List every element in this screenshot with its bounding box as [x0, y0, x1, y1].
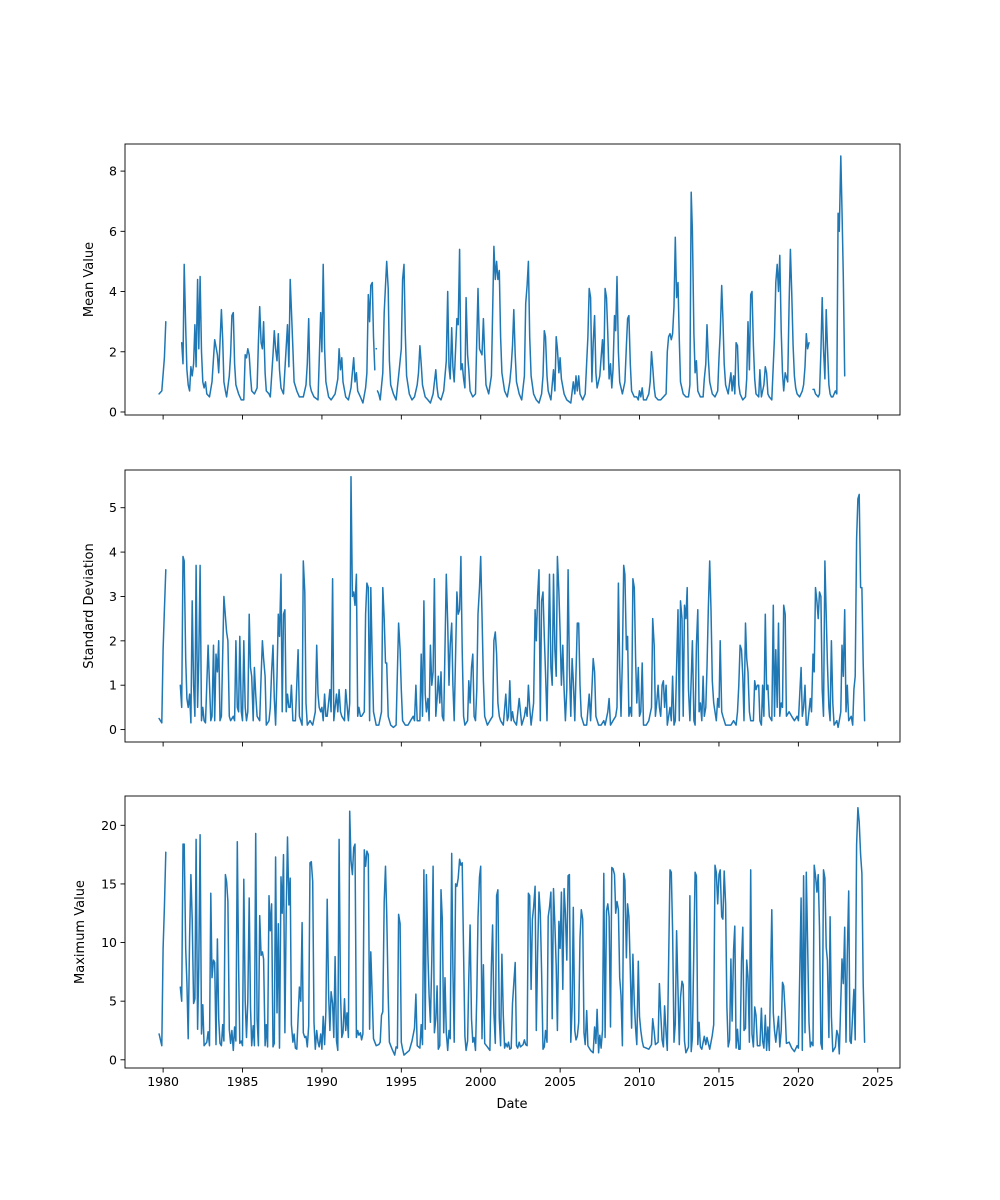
series-line-segment	[158, 851, 167, 1047]
y-tick-label: 1	[109, 678, 117, 693]
series-line-segment	[158, 569, 167, 724]
y-axis-label: Mean Value	[82, 242, 97, 317]
series-line-segment	[812, 155, 846, 398]
series-line-segment	[180, 263, 376, 404]
y-tick-label: 0	[109, 404, 117, 419]
y-tick-label: 6	[109, 224, 117, 239]
x-tick-label: 2010	[624, 1074, 656, 1089]
series-line-segment	[375, 347, 378, 350]
x-tick-label: 1985	[227, 1074, 259, 1089]
subplot-1: 0 2 4 6 8 Mean Value	[82, 143, 901, 420]
subplots: 0 2 4 6 8 Mean Value 0 1 2 3 4 5 Standard Deviation 1…	[73, 143, 901, 1089]
x-axis-label: Date	[496, 1097, 527, 1112]
series-line-segment	[179, 806, 866, 1056]
y-tick-label: 0	[109, 1052, 117, 1067]
x-tick-label: 2020	[782, 1074, 814, 1089]
y-tick-label: 5	[109, 500, 117, 515]
x-tick-label: 2000	[465, 1074, 497, 1089]
y-axis-label: Standard Deviation	[82, 543, 97, 668]
axes-frame	[124, 795, 901, 1069]
y-tick-label: 10	[101, 935, 117, 950]
subplot-3: 1980 1985 1990 1995 2000 2005 2010 2015 2020 2025…	[73, 795, 901, 1089]
series-line-segment	[158, 320, 167, 395]
x-tick-label: 2005	[544, 1074, 576, 1089]
y-tick-label: 0	[109, 722, 117, 737]
subplot-2: 0 1 2 3 4 5 Standard Deviation	[82, 469, 901, 747]
x-tick-label: 1995	[385, 1074, 417, 1089]
y-tick-label: 15	[101, 876, 117, 891]
x-tick-label: 2015	[703, 1074, 735, 1089]
y-axis-label: Maximum Value	[73, 880, 88, 984]
axes-frame	[124, 143, 901, 416]
y-tick-label: 4	[109, 545, 117, 560]
y-tick-label: 4	[109, 284, 117, 299]
y-tick-label: 5	[109, 994, 117, 1009]
y-tick-label: 3	[109, 589, 117, 604]
x-tick-label: 2025	[862, 1074, 894, 1089]
series-line-segment	[179, 475, 866, 729]
y-tick-label: 2	[109, 633, 117, 648]
y-tick-label: 8	[109, 164, 117, 179]
y-tick-label: 2	[109, 344, 117, 359]
y-tick-label: 20	[101, 818, 117, 833]
x-tick-label: 1980	[147, 1074, 179, 1089]
series-line-segment	[376, 191, 810, 404]
x-tick-label: 1990	[306, 1074, 338, 1089]
axes-frame	[124, 469, 901, 743]
